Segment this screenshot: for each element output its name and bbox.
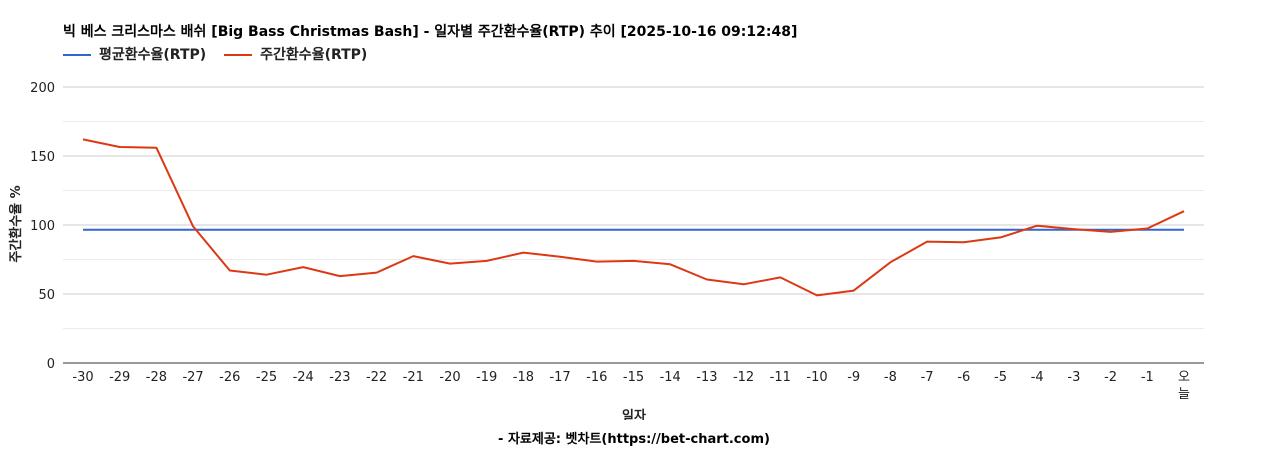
x-tick-label: -11 [770,370,791,385]
x-tick-label: -14 [660,370,681,385]
x-tick-label: -29 [109,370,130,385]
x-tick-label: -30 [72,370,93,385]
x-tick-label: -5 [994,370,1007,385]
x-tick-label: -20 [439,370,460,385]
legend-swatch-average-rtp [63,54,91,56]
x-tick-label: -13 [696,370,717,385]
x-tick-label: -19 [476,370,497,385]
x-axis-label: 일자 [622,409,646,420]
chart-title: 빅 베스 크리스마스 배쉬 [Big Bass Christmas Bash] … [63,24,798,40]
x-tick-label: -28 [146,370,167,385]
x-tick-label: -22 [366,370,387,385]
x-tick-label: -24 [293,370,314,385]
x-tick-label: -12 [733,370,754,385]
series-line-weekly-rtp [82,138,1185,297]
x-tick-label: -18 [513,370,534,385]
y-tick-labels: 0 50 100 150 200 [30,81,55,372]
y-tick-label: 50 [38,288,55,303]
x-tick-label: -27 [182,370,203,385]
line-chart: 0 50 100 150 200 -30 -29 -28 -27 -26 -25 -24 -23 -22… [8,81,1204,420]
x-tick-label: -7 [921,370,934,385]
legend: 평균환수율(RTP) 주간환수율(RTP) [63,46,385,64]
legend-label-average-rtp: 평균환수율(RTP) [99,47,207,63]
legend-item-weekly-rtp[interactable]: 주간환수율(RTP) [224,46,367,64]
legend-label-weekly-rtp: 주간환수율(RTP) [260,47,368,63]
x-tick-label: -6 [957,370,970,385]
x-tick-label: -23 [329,370,350,385]
x-tick-label: -9 [847,370,860,385]
x-tick-label: -1 [1141,370,1154,385]
legend-item-average-rtp[interactable]: 평균환수율(RTP) [63,46,206,64]
series-lines [82,138,1185,297]
x-tick-label: -3 [1067,370,1080,385]
x-tick-label: -15 [623,370,644,385]
y-tick-label: 100 [30,219,55,234]
x-tick-label: -4 [1031,370,1044,385]
x-tick-labels: -30 -29 -28 -27 -26 -25 -24 -23 -22 -21 -20 -19 -18-… [72,370,1190,402]
legend-swatch-weekly-rtp [224,54,253,56]
x-tick-label: -21 [403,370,424,385]
x-tick-label: -17 [549,370,570,385]
y-tick-label: 0 [47,357,55,372]
y-tick-label: 150 [30,150,55,165]
grid [63,86,1204,364]
x-tick-label: -2 [1104,370,1117,385]
y-axis-label: 주간환수율 % [8,185,24,262]
y-tick-label: 200 [30,81,55,96]
source-credit: - 자료제공: 벳차트(https://bet-chart.com) [498,432,770,447]
x-tick-label: -16 [586,370,607,385]
x-tick-label: -26 [219,370,240,385]
x-tick-label: -25 [256,370,277,385]
x-tick-label: -8 [884,370,897,385]
x-tick-label: -10 [806,370,827,385]
